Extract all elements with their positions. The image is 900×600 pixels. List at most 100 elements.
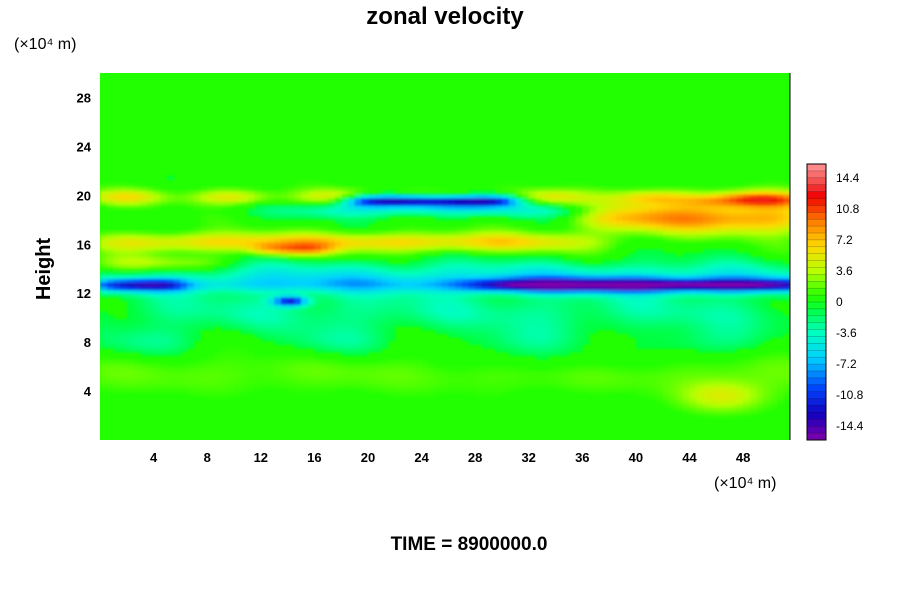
heatmap-cell — [582, 329, 590, 335]
heatmap-cell — [421, 282, 429, 287]
heatmap-cell — [361, 208, 369, 214]
heatmap-cell — [776, 318, 784, 324]
heatmap-cell — [381, 307, 389, 313]
heatmap-cell — [723, 340, 731, 346]
heatmap-cell — [180, 322, 188, 327]
heatmap-cell — [582, 384, 590, 390]
heatmap-cell — [113, 186, 121, 192]
heatmap-cell — [381, 293, 389, 298]
heatmap-cell — [642, 307, 650, 313]
heatmap-cell — [769, 201, 778, 206]
heatmap-cell — [669, 392, 677, 397]
heatmap-cell — [555, 245, 563, 250]
heatmap-cell — [408, 278, 416, 283]
heatmap-cell — [542, 245, 550, 250]
heatmap-cell — [649, 289, 657, 294]
heatmap-cell — [555, 267, 563, 272]
heatmap-cell — [294, 322, 302, 327]
heatmap-cell — [615, 238, 624, 243]
heatmap-cell — [287, 340, 295, 346]
heatmap-cell — [582, 278, 590, 283]
heatmap-cell — [635, 340, 644, 346]
heatmap-cell — [140, 252, 148, 258]
heatmap-cell — [763, 249, 771, 254]
heatmap-cell — [662, 260, 670, 265]
heatmap-cell — [736, 278, 744, 283]
heatmap-cell — [274, 190, 282, 195]
heatmap-cell — [769, 274, 778, 280]
heatmap-cell — [146, 333, 155, 338]
heatmap-cell — [562, 238, 570, 243]
heatmap-cell — [481, 223, 490, 228]
heatmap-cell — [582, 333, 590, 338]
heatmap-cell — [180, 201, 188, 206]
heatmap-cell — [113, 271, 121, 276]
heatmap-cell — [548, 278, 557, 283]
heatmap-cell — [140, 278, 148, 283]
heatmap-cell — [254, 304, 262, 309]
heatmap-cell — [642, 318, 650, 324]
heatmap-cell — [776, 252, 784, 258]
heatmap-cell — [100, 194, 108, 199]
heatmap-cell — [522, 274, 530, 280]
heatmap-cell — [146, 388, 155, 393]
heatmap-cell — [421, 373, 429, 379]
heatmap-cell — [361, 307, 369, 313]
heatmap-cell — [126, 245, 135, 250]
heatmap-cell — [301, 344, 309, 349]
heatmap-cell — [368, 340, 376, 346]
heatmap-cell — [555, 311, 563, 316]
heatmap-cell — [146, 362, 155, 368]
heatmap-cell — [522, 340, 530, 346]
heatmap-cell — [542, 190, 550, 195]
heatmap-cell — [347, 190, 356, 195]
heatmap-cell — [368, 304, 376, 309]
heatmap-cell — [656, 201, 664, 206]
heatmap-cell — [113, 340, 121, 346]
heatmap-cell — [401, 241, 409, 247]
heatmap-cell — [455, 293, 463, 298]
heatmap-cell — [622, 230, 630, 236]
heatmap-cell — [669, 370, 677, 375]
heatmap-cell — [327, 340, 336, 346]
heatmap-cell — [435, 388, 443, 393]
heatmap-cell — [374, 289, 382, 294]
heatmap-cell — [763, 285, 771, 291]
heatmap-cell — [247, 194, 255, 199]
heatmap-cell — [160, 315, 168, 320]
heatmap-cell — [247, 370, 255, 375]
heatmap-cell — [173, 300, 181, 305]
heatmap-cell — [294, 355, 302, 360]
heatmap-cell — [153, 373, 161, 379]
heatmap-cell — [153, 230, 161, 236]
heatmap-cell — [696, 230, 704, 236]
heatmap-cell — [274, 205, 282, 210]
heatmap-cell — [535, 241, 543, 247]
heatmap-cell — [120, 337, 128, 342]
heatmap-cell — [629, 293, 637, 298]
heatmap-cell — [468, 282, 476, 287]
heatmap-cell — [327, 241, 336, 247]
heatmap-cell — [776, 392, 784, 397]
heatmap-cell — [461, 249, 469, 254]
heatmap-cell — [381, 212, 389, 217]
heatmap-cell — [702, 205, 711, 210]
heatmap-cell — [595, 373, 603, 379]
heatmap-cell — [100, 337, 108, 342]
heatmap-cell — [689, 366, 697, 371]
heatmap-cell — [173, 241, 181, 247]
heatmap-cell — [689, 293, 697, 298]
heatmap-cell — [227, 278, 235, 283]
heatmap-cell — [234, 377, 242, 382]
heatmap-cell — [220, 278, 228, 283]
heatmap-cell — [187, 241, 195, 247]
heatmap-cell — [227, 307, 235, 313]
heatmap-cell — [622, 289, 630, 294]
heatmap-cell — [408, 300, 416, 305]
heatmap-cell — [622, 318, 630, 324]
heatmap-cell — [528, 304, 536, 309]
heatmap-cell — [649, 300, 657, 305]
heatmap-cell — [736, 190, 744, 195]
heatmap-cell — [642, 282, 650, 287]
heatmap-cell — [562, 212, 570, 217]
